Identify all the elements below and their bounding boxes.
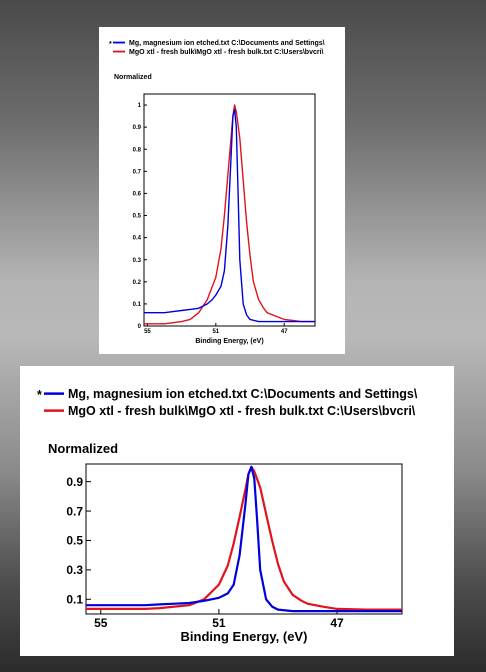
y-tick-label: 0.8 [133, 147, 142, 153]
x-axis-label: Binding Energy, (eV) [195, 338, 263, 345]
y-tick-label: 0.2 [133, 280, 142, 286]
y-tick-label: 0.7 [133, 169, 142, 175]
chart-panel-bottom: * Mg, magnesium ion etched.txt C:\Documen… [20, 366, 454, 656]
y-tick-label: 0.3 [66, 563, 83, 577]
y-axis-label: Normalized [48, 441, 118, 456]
plot-frame [143, 93, 316, 327]
plot-frame [85, 463, 403, 615]
x-tick-label: 55 [144, 329, 151, 335]
chart-panel-top: * Mg, magnesium ion etched.txt C:\Documen… [99, 27, 345, 354]
series-line-mgo [86, 465, 402, 611]
legend-marker: * [109, 41, 112, 48]
y-tick-label: 0.3 [133, 258, 142, 264]
series-line-mgo [144, 104, 315, 325]
legend-label: Mg, magnesium ion etched.txt C:\Document… [68, 387, 418, 401]
y-tick-label: 0.6 [133, 192, 142, 198]
y-tick-label: 0 [138, 324, 142, 330]
y-tick-label: 0.9 [66, 475, 83, 489]
legend-label: Mg, magnesium ion etched.txt C:\Document… [129, 40, 325, 47]
legend-marker: * [37, 388, 42, 402]
x-tick-label: 51 [212, 329, 219, 335]
y-tick-label: 0.7 [66, 504, 83, 518]
chart-top: * Mg, magnesium ion etched.txt C:\Documen… [109, 40, 325, 345]
y-tick-label: 0.1 [133, 302, 142, 308]
series-line-mg [144, 108, 315, 323]
x-tick-label: 47 [330, 616, 344, 630]
y-tick-label: 0.5 [133, 214, 142, 220]
y-tick-label: 0.1 [66, 592, 83, 606]
y-tick-label: 0.9 [133, 125, 142, 131]
x-axis-label: Binding Energy, (eV) [181, 629, 308, 644]
y-tick-label: 0.4 [133, 236, 142, 242]
chart-bottom: * Mg, magnesium ion etched.txt C:\Documen… [37, 387, 418, 644]
x-tick-label: 47 [281, 329, 288, 335]
y-axis-label: Normalized [114, 74, 152, 81]
series-line-mg [86, 465, 402, 613]
x-tick-label: 55 [94, 616, 108, 630]
legend-label: MgO xtl - fresh bulk\MgO xtl - fresh bul… [129, 49, 324, 56]
y-tick-label: 1 [138, 103, 142, 109]
y-tick-label: 0.5 [66, 534, 83, 548]
legend-label: MgO xtl - fresh bulk\MgO xtl - fresh bul… [68, 404, 416, 418]
x-tick-label: 51 [212, 616, 226, 630]
